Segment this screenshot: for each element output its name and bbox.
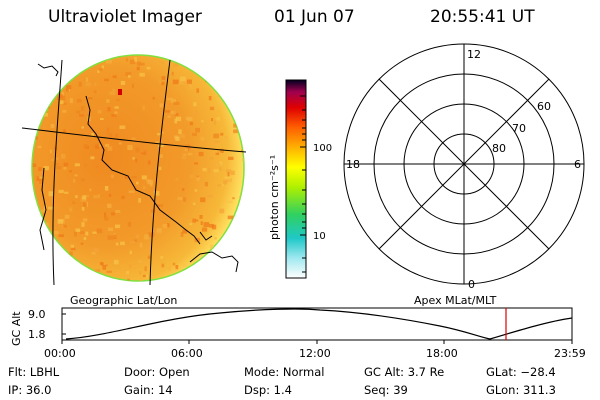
info-glon: GLon: 311.3	[486, 383, 556, 397]
alt-ytick-1-8: 1.8	[28, 328, 46, 341]
mlt-label-18: 18	[346, 158, 360, 171]
info-flt: Flt: LBHL	[8, 365, 60, 379]
colorbar-tick-100: 100	[313, 143, 332, 154]
alt-xtick-6: 06:00	[171, 347, 203, 360]
mlt-label-0: 0	[468, 278, 475, 291]
right-panel-label: Apex MLat/MLT	[414, 294, 497, 307]
alt-xtick-18: 18:00	[426, 347, 458, 360]
date-label: 01 Jun 07	[274, 7, 355, 27]
mlt-label-6: 6	[574, 158, 581, 171]
alt-xtick-0: 00:00	[44, 347, 76, 360]
info-door: Door: Open	[124, 365, 190, 379]
alt-ytick-9: 9.0	[28, 308, 46, 321]
info-glat: GLat: −28.4	[486, 365, 556, 379]
colorbar-tick-10: 10	[313, 231, 326, 242]
altitude-plot: 9.0 1.8 GC Alt 00:00 06:00 12:00 18:00 2…	[10, 307, 586, 360]
alt-xtick-12: 12:00	[299, 347, 331, 360]
geographic-grid	[21, 59, 247, 286]
info-mode: Mode: Normal	[244, 365, 325, 379]
mlat-label-80: 80	[492, 142, 506, 155]
mlat-label-60: 60	[537, 100, 551, 113]
mlat-label-70: 70	[512, 122, 526, 135]
left-panel-label: Geographic Lat/Lon	[70, 294, 177, 307]
alt-xtick-2359: 23:59	[554, 347, 586, 360]
uv-earth-image	[31, 54, 245, 282]
mlt-label-12: 12	[467, 48, 481, 61]
colorbar: 100 10 photon cm⁻²s⁻¹	[268, 79, 332, 279]
polar-grid	[343, 43, 585, 285]
instrument-title: Ultraviolet Imager	[48, 7, 202, 27]
info-gcalt: GC Alt: 3.7 Re	[364, 365, 445, 379]
colorbar-unit-label: photon cm⁻²s⁻¹	[268, 155, 281, 240]
info-dsp: Dsp: 1.4	[244, 383, 292, 397]
info-ip: IP: 36.0	[8, 383, 52, 397]
time-label: 20:55:41 UT	[430, 7, 535, 27]
info-seq: Seq: 39	[364, 383, 408, 397]
info-gain: Gain: 14	[124, 383, 173, 397]
coastlines	[37, 63, 239, 273]
alt-ylabel: GC Alt	[10, 311, 23, 346]
